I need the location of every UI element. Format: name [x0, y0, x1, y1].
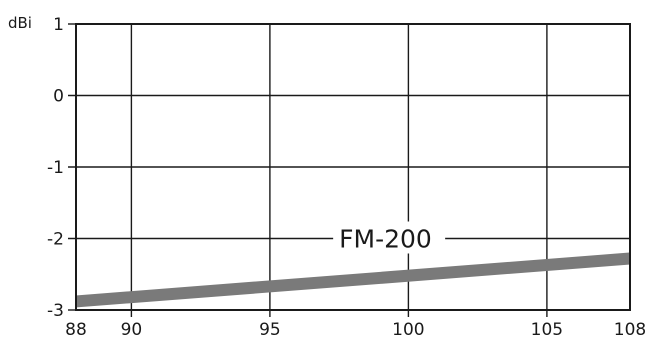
grid [68, 23, 630, 317]
x-tick-label: 95 [259, 320, 281, 338]
y-tick-label: -2 [47, 230, 64, 250]
plot-frame [75, 23, 631, 311]
series-line-fm-200 [75, 252, 631, 308]
x-tick-label: 105 [531, 320, 563, 338]
x-tick-label: 108 [614, 320, 646, 338]
x-tick-label: 90 [121, 320, 143, 338]
y-tick-label: 1 [53, 15, 64, 35]
x-tick-label: 88 [65, 320, 87, 338]
plot-border [75, 23, 631, 311]
y-tick-label: 0 [53, 87, 64, 107]
y-tick-label: -1 [47, 158, 64, 178]
y-axis-unit-label: dBi [8, 14, 32, 32]
series-layer [75, 252, 631, 308]
y-tick-label: -3 [47, 301, 64, 321]
series-annotation-label: FM-200 [339, 225, 432, 254]
annotation-backing [333, 221, 446, 254]
x-tick-label: 100 [392, 320, 424, 338]
labels: dBi 88 90 95 100 105 108 1 0 -1 -2 -3 FM-200 [8, 14, 646, 338]
